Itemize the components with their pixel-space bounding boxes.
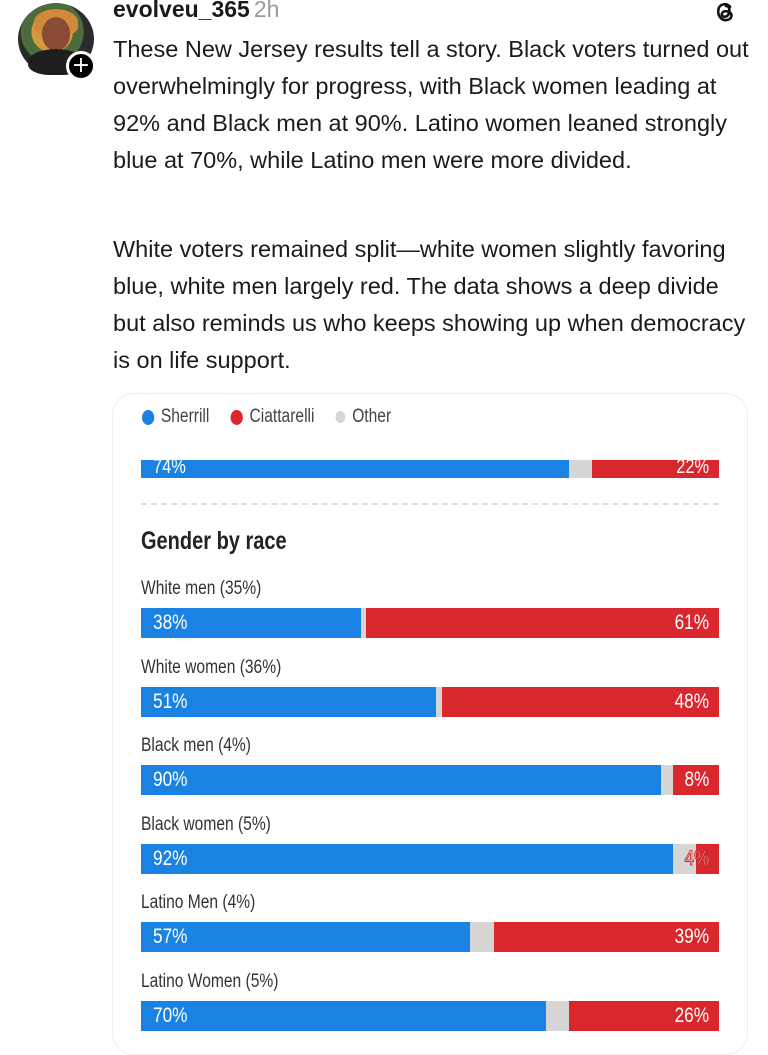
top-bar-sherrill-segment	[141, 460, 569, 478]
bar-other-segment	[360, 608, 367, 638]
bar-ciattarelli-segment	[366, 608, 719, 638]
bar-ciattarelli-label: 4%	[684, 846, 710, 870]
plus-icon: +	[71, 53, 91, 78]
legend-item-sherrill: Sherrill	[142, 406, 209, 428]
bar-ciattarelli-segment	[493, 922, 719, 952]
legend-dot-ciattarelli	[230, 409, 243, 425]
bar-ciattarelli-label: 39%	[674, 925, 709, 948]
legend-item-ciattarelli: Ciattarelli	[230, 406, 315, 428]
username[interactable]: evolveu_365	[113, 0, 250, 22]
category-label: Latino Women (5%)	[141, 970, 279, 992]
post-header: evolveu_365 2h	[113, 0, 279, 23]
legend-item-other: Other	[335, 406, 392, 428]
legend-label: Ciattarelli	[249, 406, 315, 427]
bar-sherrill-segment	[141, 843, 673, 874]
stacked-bar: 38% 61%	[141, 608, 719, 638]
stacked-bar: 51% 48%	[141, 686, 719, 717]
follow-button[interactable]: +	[66, 51, 96, 81]
post-paragraph: These New Jersey results tell a story. B…	[113, 36, 749, 173]
legend-label: Other	[352, 406, 392, 427]
bar-ciattarelli-label: 26%	[674, 1003, 709, 1027]
bar-partial-top: 74% 22%	[141, 460, 719, 478]
post-paragraph: White voters remained split—white women …	[113, 236, 746, 373]
top-bar-ciattarelli-segment	[591, 460, 719, 478]
bar-other-segment	[470, 922, 494, 952]
stacked-bar: 92% 4%	[141, 843, 719, 874]
bar-ciattarelli-label: 61%	[674, 611, 709, 634]
stacked-bar: 90% 8%	[141, 765, 719, 795]
category-label: Latino Men (4%)	[141, 892, 256, 913]
timestamp: 2h	[253, 0, 280, 22]
legend-dot-other	[335, 411, 346, 423]
bar-sherrill-label: 92%	[153, 846, 188, 870]
bar-sherrill-label: 38%	[153, 611, 188, 634]
bar-sherrill-label: 51%	[153, 689, 188, 713]
bar-other-segment	[435, 686, 442, 717]
category-label: White women (36%)	[141, 656, 282, 678]
bar-sherrill-segment	[141, 608, 361, 638]
bar-ciattarelli-label: 48%	[674, 689, 709, 713]
bar-sherrill-segment	[141, 686, 436, 717]
category-label: Black women (5%)	[141, 813, 271, 835]
top-bar-ciattarelli-label: 22%	[676, 460, 709, 478]
bar-ciattarelli-segment	[672, 765, 719, 795]
bar-sherrill-segment	[141, 1000, 546, 1031]
bar-sherrill-label: 70%	[153, 1003, 188, 1027]
top-bar-other-segment	[568, 460, 592, 478]
bar-ciattarelli-segment	[441, 686, 719, 717]
threads-icon[interactable]	[710, 0, 740, 24]
legend-dot-sherrill	[142, 409, 155, 425]
category-label: Black men (4%)	[141, 735, 251, 756]
stacked-bar: 57% 39%	[141, 922, 719, 952]
legend-label: Sherrill	[160, 406, 210, 427]
bar-other-segment	[672, 843, 696, 874]
bar-other-segment	[545, 1000, 569, 1031]
bar-sherrill-label: 57%	[153, 925, 188, 948]
category-label: White men (35%)	[141, 578, 262, 599]
bar-sherrill-segment	[141, 922, 471, 952]
chart-title: Gender by race	[141, 527, 287, 555]
bar-ciattarelli-segment	[695, 843, 719, 874]
bar-sherrill-label: 90%	[153, 768, 188, 791]
stacked-bar: 70% 26%	[141, 1000, 719, 1031]
bar-other-segment	[661, 765, 673, 795]
divider	[141, 503, 719, 505]
top-bar-sherrill-label: 74%	[153, 460, 186, 478]
bar-ciattarelli-label: 8%	[684, 768, 709, 791]
avatar-face	[42, 17, 70, 51]
chart-card	[112, 393, 748, 1055]
bar-sherrill-segment	[141, 765, 662, 795]
chart-legend: Sherrill Ciattarelli Other	[142, 406, 412, 428]
